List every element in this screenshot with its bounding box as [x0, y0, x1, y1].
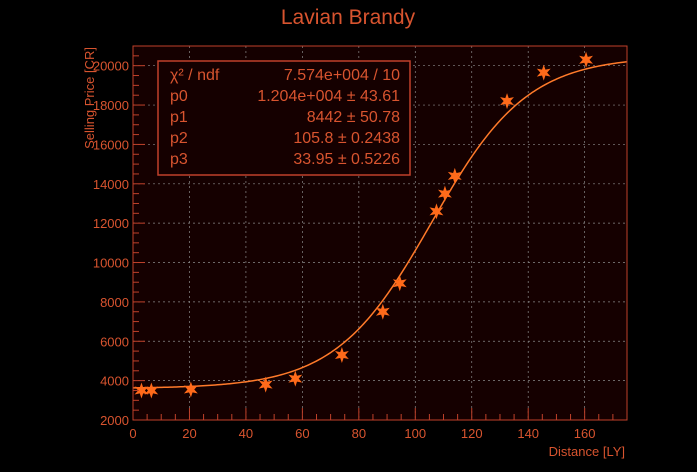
stats-row-label: p1 [170, 109, 188, 126]
y-tick-label: 16000 [93, 137, 129, 152]
stats-row-value: 1.204e+004 ± 43.61 [257, 88, 400, 105]
y-tick-labels: 2000 4000 6000 8000 10000 12000 14000 16000 1800… [93, 59, 129, 428]
fit-stats-box: χ² / ndf 7.574e+004 / 10 p0 1.204e+004 ± 43… [157, 60, 411, 176]
chart-title: Lavian Brandy [281, 6, 416, 29]
data-points [134, 51, 593, 399]
data-point [334, 347, 349, 364]
axis-ticks [132, 45, 628, 421]
stats-rows: χ² / ndf 7.574e+004 / 10 p0 1.204e+004 ± 43… [170, 67, 400, 168]
x-axis-label: Distance [LY] [549, 444, 625, 459]
data-point [500, 93, 514, 110]
x-tick-label: 140 [517, 426, 539, 441]
data-point [183, 381, 198, 398]
y-tick-label: 20000 [93, 59, 129, 74]
stats-row-label: p3 [170, 151, 188, 168]
stats-row-label: χ² / ndf [170, 67, 220, 84]
stats-row-value: 33.95 ± 0.5226 [293, 151, 400, 168]
x-tick-label: 80 [352, 426, 366, 441]
x-tick-label: 160 [574, 426, 596, 441]
x-tick-label: 20 [182, 426, 196, 441]
x-tick-label: 100 [404, 426, 426, 441]
y-tick-label: 12000 [93, 216, 129, 231]
data-point [134, 382, 149, 399]
data-point [447, 167, 462, 184]
fit-curve [132, 60, 628, 389]
x-tick-labels: 0 20 40 60 80 100 120 140 160 [129, 426, 595, 441]
y-tick-label: 4000 [100, 374, 129, 389]
data-point [288, 370, 303, 387]
x-tick-label: 40 [239, 426, 253, 441]
stats-row-value: 105.8 ± 0.2438 [293, 130, 400, 147]
x-tick-label: 60 [295, 426, 309, 441]
data-point [429, 203, 444, 220]
data-point [144, 382, 159, 399]
y-tick-label: 8000 [100, 295, 129, 310]
stats-row-value: 8442 ± 50.78 [307, 109, 400, 126]
x-tick-label: 120 [461, 426, 483, 441]
x-tick-label: 0 [129, 426, 136, 441]
data-point [258, 376, 273, 393]
y-tick-label: 18000 [93, 98, 129, 113]
y-tick-label: 10000 [93, 256, 129, 271]
stats-box-frame [157, 60, 411, 176]
stats-row-label: p0 [170, 88, 188, 105]
data-point [375, 303, 390, 320]
data-point [536, 64, 551, 81]
data-point [392, 275, 407, 292]
y-tick-label: 14000 [93, 177, 129, 192]
data-point [579, 51, 593, 68]
stats-row-value: 7.574e+004 / 10 [284, 67, 400, 84]
stats-row-label: p2 [170, 130, 188, 147]
data-point [438, 185, 452, 202]
y-axis-label: Selling Price [CR] [82, 47, 97, 149]
y-tick-label: 6000 [100, 334, 129, 349]
y-tick-label: 2000 [100, 413, 129, 428]
